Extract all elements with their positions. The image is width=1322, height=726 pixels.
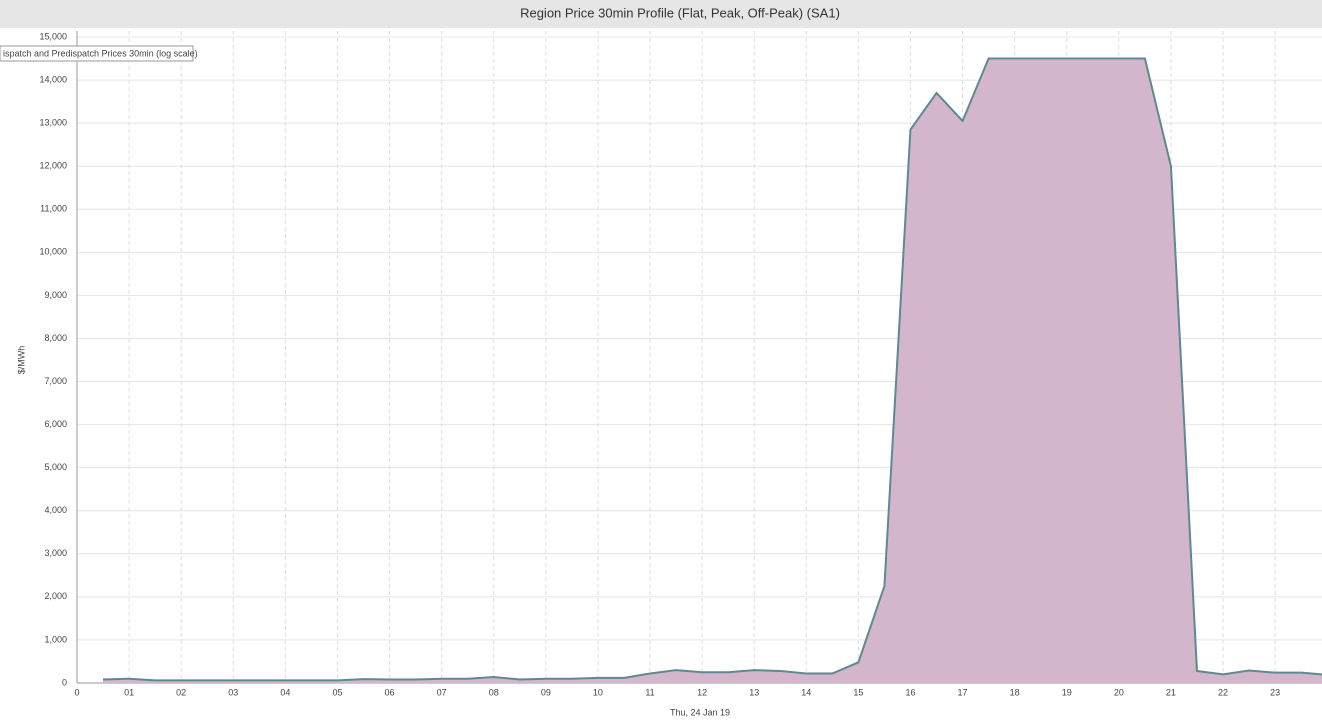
x-tick-label: 05: [332, 687, 342, 697]
x-tick-label: 16: [905, 687, 915, 697]
x-tick-label: 11: [645, 687, 654, 697]
x-tick-label: 0: [74, 687, 79, 697]
x-tick-label: 13: [749, 687, 759, 697]
x-tick-label: 15: [853, 687, 863, 697]
x-tick-label: 04: [280, 687, 290, 697]
y-tick-label: 3,000: [44, 548, 67, 558]
y-tick-label: 12,000: [39, 161, 67, 171]
x-tick-label: 23: [1270, 687, 1280, 697]
y-tick-label: 5,000: [44, 462, 67, 472]
y-tick-label: 14,000: [39, 74, 67, 84]
x-tick-label: 22: [1218, 687, 1228, 697]
x-tick-label: 07: [437, 687, 447, 697]
y-tick-label: 2,000: [44, 591, 67, 601]
x-tick-label: 03: [228, 687, 238, 697]
x-tick-label: 06: [385, 687, 395, 697]
y-tick-label: 6,000: [44, 419, 67, 429]
x-tick-label: 02: [176, 687, 186, 697]
x-tick-label: 18: [1010, 687, 1020, 697]
x-tick-label: 20: [1114, 687, 1124, 697]
x-tick-label: 08: [489, 687, 499, 697]
x-tick-label: 21: [1166, 687, 1176, 697]
x-axis-label: Thu, 24 Jan 19: [670, 707, 730, 717]
y-tick-label: 4,000: [44, 505, 67, 515]
x-tick-label: 10: [593, 687, 603, 697]
tooltip: ispatch and Predispatch Prices 30min (lo…: [3, 48, 198, 58]
y-tick-label: 0: [62, 677, 67, 687]
y-tick-label: 13,000: [39, 118, 67, 128]
y-tick-label: 11,000: [40, 204, 67, 214]
y-tick-label: 8,000: [44, 333, 67, 343]
y-tick-label: 7,000: [44, 376, 67, 386]
x-tick-label: 17: [958, 687, 968, 697]
x-tick-label: 12: [697, 687, 707, 697]
chart-title: Region Price 30min Profile (Flat, Peak, …: [520, 5, 840, 20]
tooltip-box: [0, 45, 194, 62]
y-tick-label: 1,000: [44, 634, 67, 644]
y-tick-label: 15,000: [39, 31, 67, 41]
x-tick-label: 09: [541, 687, 551, 697]
y-axis-label: $/MWh: [16, 346, 26, 375]
header-bar: [0, 0, 1322, 28]
x-tick-label: 14: [801, 687, 811, 697]
area-fill: [103, 58, 1322, 683]
x-tick-label: 01: [124, 687, 134, 697]
y-tick-label: 10,000: [39, 247, 67, 257]
y-tick-label: 9,000: [44, 290, 67, 300]
x-tick-label: 19: [1062, 687, 1072, 697]
line: [103, 57, 1322, 682]
